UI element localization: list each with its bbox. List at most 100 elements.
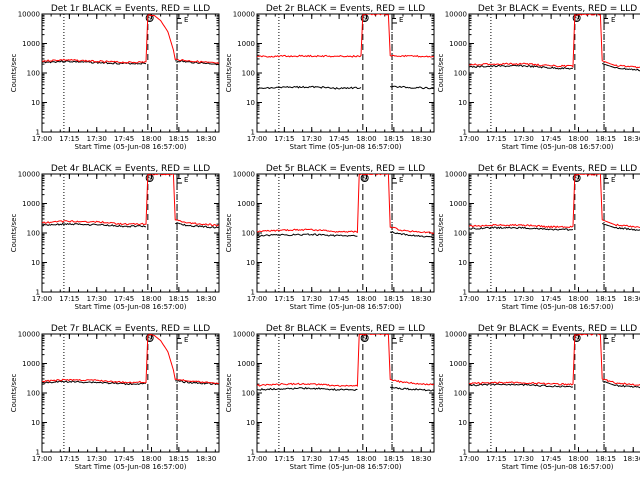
y-tick-label: 10 — [31, 419, 40, 427]
x-tick-label: 18:30 — [196, 135, 216, 143]
x-tick-label: 17:00 — [247, 455, 267, 463]
x-tick-label: 17:30 — [302, 295, 322, 303]
start-marker-label: S — [362, 175, 367, 183]
series-line-events-black — [469, 223, 640, 232]
y-tick-label: 1 — [36, 449, 40, 457]
x-axis-label: Start Time (05-Jun-08 16:57:00) — [75, 143, 187, 151]
x-tick-label: 18:00 — [356, 135, 376, 143]
x-tick-label: 17:00 — [32, 135, 52, 143]
x-tick-label: 18:30 — [411, 135, 431, 143]
chart-title: Det 2r BLACK = Events, RED = LLD — [266, 4, 425, 14]
start-marker-label: S — [147, 335, 152, 343]
x-tick-label: 17:15 — [486, 455, 506, 463]
y-tick-label: 1 — [463, 289, 467, 297]
start-marker-label: S — [147, 175, 152, 183]
series-line-lld-red — [469, 334, 640, 386]
series-line-events-black — [42, 59, 219, 66]
y-tick-label: 10000 — [445, 171, 467, 179]
y-tick-label: 100 — [454, 70, 467, 78]
start-marker-circle — [572, 14, 581, 22]
series-line-events-black — [42, 380, 219, 386]
y-tick-label: 100 — [454, 390, 467, 398]
y-tick-label: 1000 — [237, 200, 255, 208]
y-tick-label: 10000 — [233, 331, 255, 339]
x-tick-label: 17:15 — [59, 295, 79, 303]
plot-frame — [468, 13, 640, 133]
x-tick-label: 17:45 — [541, 295, 561, 303]
start-marker-label: S — [362, 335, 367, 343]
chart-title: Det 1r BLACK = Events, RED = LLD — [51, 4, 210, 14]
end-marker-label: E — [611, 176, 615, 184]
x-tick-label: 17:00 — [247, 135, 267, 143]
end-marker-label: E — [611, 16, 615, 24]
x-axis-label: Start Time (05-Jun-08 16:57:00) — [75, 303, 187, 311]
plot-frame — [256, 13, 435, 133]
x-tick-label: 17:45 — [114, 455, 134, 463]
y-tick-label: 1000 — [22, 200, 40, 208]
x-tick-label: 17:00 — [459, 295, 479, 303]
chart-title: Det 5r BLACK = Events, RED = LLD — [266, 164, 425, 174]
x-tick-label: 18:30 — [196, 295, 216, 303]
series-line-events-black — [469, 380, 640, 389]
x-tick-label: 17:15 — [274, 135, 294, 143]
x-tick-label: 18:00 — [568, 135, 588, 143]
chart-title: Det 9r BLACK = Events, RED = LLD — [478, 324, 637, 334]
x-tick-label: 17:30 — [514, 295, 534, 303]
chart-panel-4: Det 4r BLACK = Events, RED = LLD 1 10 100 10… — [10, 164, 220, 311]
x-tick-label: 17:30 — [87, 135, 107, 143]
y-tick-label: 1 — [251, 449, 255, 457]
series-line-lld-red — [42, 334, 219, 385]
y-axis-label: Counts/sec — [437, 214, 445, 253]
x-axis-label: Start Time (05-Jun-08 16:57:00) — [502, 463, 614, 471]
x-tick-label: 18:30 — [623, 135, 640, 143]
series-line-events-black — [469, 63, 640, 72]
x-tick-label: 17:15 — [274, 455, 294, 463]
plot-frame — [256, 173, 435, 293]
chart-panel-9: Det 9r BLACK = Events, RED = LLD 1 10 100 10… — [437, 324, 640, 471]
x-tick-label: 18:00 — [141, 455, 161, 463]
x-tick-label: 18:30 — [411, 295, 431, 303]
x-tick-label: 18:00 — [356, 455, 376, 463]
start-marker-label: S — [147, 15, 152, 23]
y-axis-label: Counts/sec — [437, 54, 445, 93]
y-tick-label: 10 — [246, 99, 255, 107]
x-tick-label: 17:45 — [329, 295, 349, 303]
chart-panel-1: Det 1r BLACK = Events, RED = LLD 1 10 100 10… — [10, 4, 220, 151]
x-axis-label: Start Time (05-Jun-08 16:57:00) — [290, 143, 402, 151]
y-tick-label: 10000 — [233, 11, 255, 19]
x-tick-label: 17:00 — [247, 295, 267, 303]
y-tick-label: 100 — [454, 230, 467, 238]
y-tick-label: 1 — [463, 129, 467, 137]
end-marker-label: E — [399, 176, 403, 184]
x-tick-label: 17:30 — [302, 455, 322, 463]
x-tick-label: 17:30 — [302, 135, 322, 143]
start-marker-label: S — [574, 335, 579, 343]
y-tick-label: 10 — [31, 99, 40, 107]
x-tick-label: 17:45 — [329, 455, 349, 463]
plot-frame — [41, 333, 220, 453]
x-tick-label: 17:45 — [541, 135, 561, 143]
x-tick-label: 18:30 — [411, 455, 431, 463]
end-marker-label: E — [184, 176, 188, 184]
y-tick-label: 1 — [36, 129, 40, 137]
y-tick-label: 1 — [251, 129, 255, 137]
x-axis-label: Start Time (05-Jun-08 16:57:00) — [290, 463, 402, 471]
y-tick-label: 10000 — [18, 331, 40, 339]
y-tick-label: 1000 — [449, 360, 467, 368]
series-line-lld-red — [469, 174, 640, 229]
x-tick-label: 17:15 — [59, 135, 79, 143]
plot-frame — [256, 333, 435, 453]
x-tick-label: 18:15 — [384, 135, 404, 143]
x-tick-label: 18:15 — [169, 135, 189, 143]
x-tick-label: 18:15 — [384, 455, 404, 463]
chart-title: Det 7r BLACK = Events, RED = LLD — [51, 324, 210, 334]
end-marker-label: E — [184, 16, 188, 24]
x-tick-label: 17:00 — [459, 135, 479, 143]
plot-frame — [41, 173, 220, 293]
x-tick-label: 18:15 — [169, 295, 189, 303]
x-tick-label: 18:15 — [596, 295, 616, 303]
x-tick-label: 18:00 — [568, 295, 588, 303]
x-tick-label: 17:15 — [486, 135, 506, 143]
x-tick-label: 18:30 — [623, 295, 640, 303]
